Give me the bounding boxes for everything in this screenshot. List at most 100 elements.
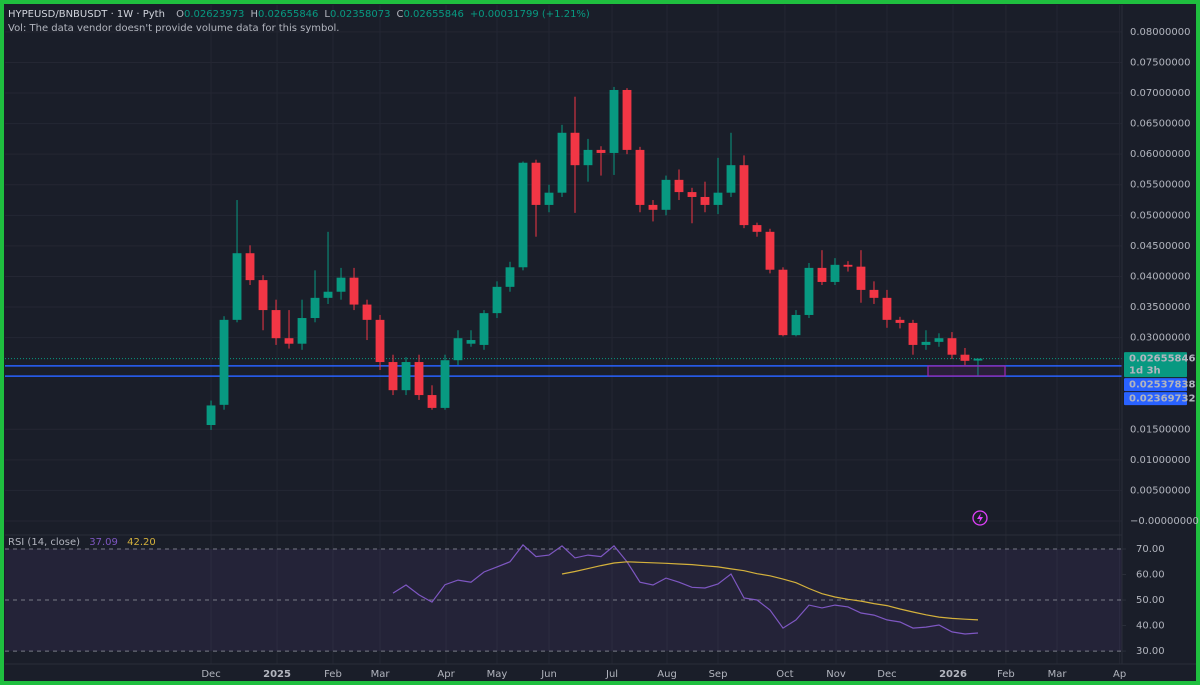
symbol: HYPEUSD/BNBUSDT · 1W · Pyth	[8, 9, 165, 20]
x-tick-label: Nov	[826, 669, 846, 680]
rsi-ma-line	[561, 561, 979, 621]
y-tick-label: 0.01000000	[1130, 455, 1190, 466]
x-tick-label: Dec	[877, 669, 896, 680]
candle-body	[388, 362, 398, 391]
candle-body	[414, 362, 424, 396]
candle-body	[297, 318, 307, 344]
ohlc-value: 0.02358073	[330, 9, 390, 20]
alert-icon-circle[interactable]	[972, 510, 988, 526]
candle-body	[596, 149, 606, 153]
ohlc-key: O	[176, 9, 184, 20]
x-tick-label: Aug	[657, 669, 677, 680]
x-tick-label: Ap	[1113, 669, 1126, 680]
x-tick-label: Mar	[371, 669, 391, 680]
x-tick-label: Jul	[605, 669, 618, 680]
candle-body	[921, 341, 931, 345]
rsi-value: 37.09	[89, 537, 118, 548]
candle-body	[557, 132, 567, 193]
candle-body	[635, 149, 645, 205]
candle-body	[674, 179, 684, 193]
rsi-legend: RSI (14, close) 37.09 42.20	[8, 537, 156, 548]
candle-body	[700, 196, 710, 205]
x-tick-label: Jun	[540, 669, 557, 680]
candle-body	[960, 354, 970, 361]
rsi-band	[5, 548, 1122, 652]
y-tick-label: 0.07000000	[1130, 88, 1190, 99]
candle-body	[427, 395, 437, 408]
candle-body	[778, 269, 788, 336]
candle-body	[973, 358, 983, 361]
rsi-pane	[5, 544, 1126, 652]
candle-body	[570, 132, 580, 166]
candle-body	[232, 253, 242, 320]
y-tick-label: 0.03000000	[1130, 333, 1190, 344]
alert-icon-bolt[interactable]	[977, 513, 983, 523]
rsi-tick-label: 60.00	[1136, 570, 1165, 581]
x-tick-label: Sep	[709, 669, 728, 680]
rsi-legend: RSI (14, close) 37.09 42.20	[8, 537, 156, 548]
candle-body	[908, 322, 918, 345]
candle-body	[726, 165, 736, 193]
price-line-tag: 0.02537838	[1129, 380, 1195, 391]
price-line-tag-bg	[1124, 392, 1187, 406]
candle-body	[843, 264, 853, 267]
price-line-tag: 0.02369732	[1129, 394, 1195, 405]
candle-body	[258, 280, 268, 311]
alert-icon[interactable]	[972, 510, 988, 526]
candle-body	[375, 319, 385, 363]
y-tick-label: 0.04000000	[1130, 271, 1190, 282]
y-tick-label: 0.05500000	[1130, 180, 1190, 191]
y-tick-label: 0.06500000	[1130, 119, 1190, 130]
y-tick-label: 0.06000000	[1130, 149, 1190, 160]
candle-body	[440, 360, 450, 408]
candle-body	[479, 313, 489, 345]
candle-body	[895, 319, 905, 323]
x-tick-label: Mar	[1048, 669, 1068, 680]
candle-body	[531, 162, 541, 205]
candle-body	[752, 225, 762, 232]
candle-body	[310, 297, 320, 319]
candle-body	[869, 289, 879, 298]
rsi-title: RSI (14, close)	[8, 537, 80, 548]
x-tick-label: 2026	[939, 669, 967, 680]
ohlc-value: 0.02655846	[403, 9, 463, 20]
candle-body	[323, 291, 333, 298]
candle-body	[791, 314, 801, 336]
y-tick-label: −0.00000000	[1130, 516, 1199, 527]
candle-body	[466, 340, 476, 344]
y-tick-label: 0.08000000	[1130, 27, 1190, 38]
x-tick-label: Oct	[776, 669, 793, 680]
y-tick-label: 0.03500000	[1130, 302, 1190, 313]
header: HYPEUSD/BNBUSDT · 1W · Pyth O0.02623973 H…	[8, 9, 590, 34]
candle-body	[271, 310, 281, 339]
rsi-tick-label: 40.00	[1136, 621, 1165, 632]
change: +0.00031799 (+1.21%)	[470, 9, 590, 20]
candle-body	[947, 338, 957, 355]
candle-body	[518, 162, 528, 268]
candle-body	[492, 286, 502, 314]
rsi-tick-label: 30.00	[1136, 646, 1165, 657]
rsi-line	[392, 544, 979, 635]
candle-body	[284, 338, 294, 344]
candle-body	[687, 192, 697, 197]
marks-layer	[5, 86, 1122, 430]
ohlc-key: L	[324, 9, 330, 20]
current-price-tag: 0.02655846	[1129, 354, 1195, 365]
countdown-tag: 1d 3h	[1129, 366, 1161, 377]
candle-body	[713, 192, 723, 205]
ohlc-value: 0.02623973	[184, 9, 244, 20]
candle-body	[830, 264, 840, 282]
x-tick-label: Feb	[324, 669, 342, 680]
candle-body	[817, 267, 827, 282]
candle-body	[583, 149, 593, 166]
y-tick-label: 0.01500000	[1130, 424, 1190, 435]
x-tick-label: Dec	[201, 669, 220, 680]
candle-body	[245, 253, 255, 281]
x-tick-label: Apr	[437, 669, 455, 680]
current-price-tag-bg	[1124, 352, 1187, 366]
candle-body	[453, 338, 463, 361]
candle-body	[765, 231, 775, 270]
